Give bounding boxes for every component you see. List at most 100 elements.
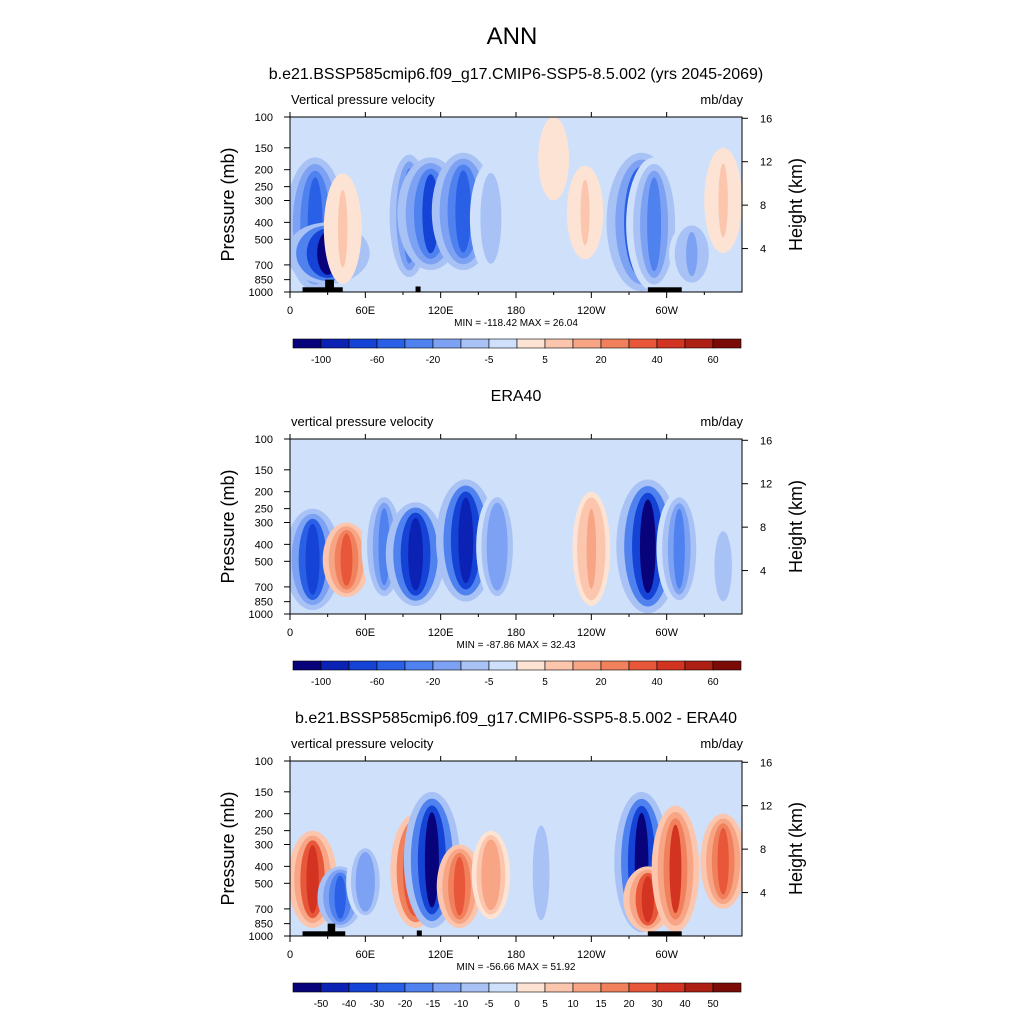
left-string: vertical pressure velocity	[291, 414, 434, 429]
colorbar-swatch	[404, 660, 434, 671]
colorbar-swatch	[348, 982, 378, 993]
y-tick-label: 500	[255, 878, 273, 890]
colorbar-label: 40	[651, 355, 663, 366]
colorbar-label: -20	[426, 355, 441, 366]
x-tick-label: 60W	[655, 949, 678, 961]
colorbar-label: -5	[485, 677, 494, 688]
contour-fill	[360, 855, 371, 908]
y-tick-label: 250	[255, 826, 273, 838]
x-tick-label: 180	[507, 949, 525, 961]
colorbar-swatch	[460, 982, 490, 993]
colorbar-swatch	[404, 982, 434, 993]
min-max-stats: MIN = -87.86 MAX = 32.43	[457, 640, 576, 651]
colorbar-swatch	[460, 660, 490, 671]
y-tick-label: 300	[255, 839, 273, 851]
terrain-mask	[325, 279, 334, 292]
y-tick-label: 500	[255, 556, 273, 568]
left-string: Vertical pressure velocity	[291, 92, 435, 107]
colorbar-label: -20	[398, 999, 413, 1010]
contour-fill	[424, 812, 439, 908]
contour-fill	[486, 843, 496, 906]
colorbar-swatch	[516, 338, 546, 349]
y2-tick-label: 12	[760, 479, 772, 491]
colorbar-swatch	[712, 660, 742, 671]
colorbar-swatch	[488, 338, 518, 349]
x-tick-label: 120E	[428, 627, 454, 639]
chart-title: b.e21.BSSP585cmip6.f09_g17.CMIP6-SSP5-8.…	[295, 710, 737, 727]
colorbar-swatch	[516, 660, 546, 671]
colorbar-swatch	[348, 338, 378, 349]
colorbar-label: 10	[567, 999, 579, 1010]
y2-tick-label: 12	[760, 801, 772, 813]
colorbar-swatch	[292, 660, 322, 671]
y2-tick-label: 16	[760, 113, 772, 125]
y-tick-label: 200	[255, 809, 273, 821]
x-tick-label: 120W	[577, 305, 606, 317]
y-tick-label: 100	[255, 434, 273, 446]
colorbar-label: 5	[542, 677, 548, 688]
colorbar-swatch	[572, 982, 602, 993]
contour-fill	[334, 875, 346, 919]
colorbar-label: 40	[651, 677, 663, 688]
right-string: mb/day	[700, 92, 743, 107]
y-tick-label: 700	[255, 582, 273, 594]
colorbar-swatch	[432, 660, 462, 671]
right-string: mb/day	[700, 414, 743, 429]
colorbar-swatch	[656, 660, 686, 671]
colorbar-swatch	[432, 982, 462, 993]
colorbar-label: 60	[707, 677, 719, 688]
colorbar-label: -60	[370, 355, 385, 366]
colorbar-label: 20	[623, 999, 635, 1010]
y-tick-label: 850	[255, 597, 273, 609]
colorbar-swatch	[684, 338, 714, 349]
colorbar-swatch	[320, 338, 350, 349]
x-tick-label: 60E	[356, 627, 376, 639]
y-tick-label: 150	[255, 787, 273, 799]
contour-fill	[718, 163, 728, 238]
colorbar-swatch	[376, 982, 406, 993]
colorbar-label: 20	[595, 677, 607, 688]
colorbar-label: -30	[370, 999, 385, 1010]
colorbar-swatch	[320, 982, 350, 993]
colorbar-swatch	[600, 982, 630, 993]
colorbar-swatch	[628, 982, 658, 993]
contour-fill	[586, 508, 597, 589]
contour-fill	[536, 831, 546, 915]
y-tick-label: 400	[255, 861, 273, 873]
y-tick-label: 1000	[249, 609, 273, 621]
colorbar-label: -5	[485, 999, 494, 1010]
y2-axis-label: Height (km)	[786, 802, 806, 895]
x-tick-label: 60W	[655, 305, 678, 317]
colorbar-label: -10	[454, 999, 469, 1010]
y2-tick-label: 16	[760, 435, 772, 447]
terrain-mask	[302, 287, 343, 292]
x-tick-label: 120W	[577, 949, 606, 961]
colorbar-swatch	[488, 660, 518, 671]
x-tick-label: 60W	[655, 627, 678, 639]
contour-fill	[549, 129, 558, 188]
y-tick-label: 100	[255, 756, 273, 768]
colorbar-label: -40	[342, 999, 357, 1010]
colorbar-label: -5	[485, 355, 494, 366]
contour-fill	[639, 499, 656, 594]
y-tick-label: 500	[255, 234, 273, 246]
colorbar-swatch	[376, 660, 406, 671]
y2-tick-label: 8	[760, 200, 766, 212]
y2-tick-label: 8	[760, 522, 766, 534]
terrain-mask	[416, 930, 422, 936]
y-tick-label: 200	[255, 165, 273, 177]
chart-panel: b.e21.BSSP585cmip6.f09_g17.CMIP6-SSP5-8.…	[218, 710, 806, 1010]
y-tick-label: 150	[255, 465, 273, 477]
contour-fill	[305, 523, 320, 595]
colorbar-label: -100	[311, 355, 331, 366]
colorbar-swatch	[628, 660, 658, 671]
colorbar-swatch	[516, 982, 546, 993]
colorbar-label: 30	[651, 999, 663, 1010]
contour-fill	[647, 177, 662, 272]
y2-tick-label: 16	[760, 757, 772, 769]
x-tick-label: 120W	[577, 627, 606, 639]
terrain-mask	[302, 931, 346, 936]
colorbar-swatch	[600, 660, 630, 671]
colorbar-swatch	[572, 338, 602, 349]
contour-fill	[306, 845, 319, 914]
